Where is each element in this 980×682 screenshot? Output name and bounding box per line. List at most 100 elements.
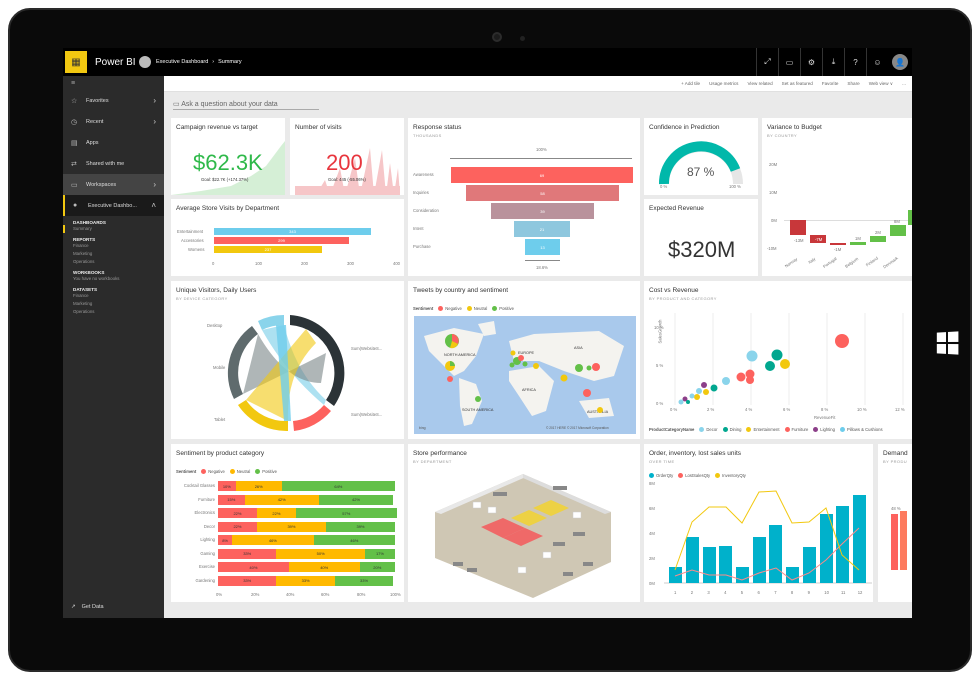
legend-decor[interactable]: Decor — [699, 427, 718, 433]
qa-input[interactable]: ▭ Ask a question about your data — [173, 100, 319, 110]
share-button[interactable]: Share — [847, 81, 860, 86]
usage-metrics-button[interactable]: Usage metrics — [709, 81, 739, 86]
web-view-dropdown[interactable]: Web view ∨ — [868, 80, 894, 86]
tile-confidence[interactable]: Confidence in Prediction 87 % 0 % 100 % — [644, 118, 758, 195]
legend-pillows[interactable]: Pillows & Cushions — [839, 427, 883, 433]
stacked-segment[interactable]: 17% — [364, 548, 395, 559]
stacked-segment[interactable]: 33% — [334, 575, 394, 586]
stacked-segment[interactable]: 50% — [276, 548, 365, 559]
legend-negative[interactable]: Negative — [201, 469, 225, 475]
legend-positive[interactable]: Positive — [255, 469, 277, 475]
funnel-bar[interactable]: 69 — [451, 167, 633, 183]
stacked-segment[interactable]: 8% — [218, 535, 233, 545]
stacked-segment[interactable]: 26% — [235, 481, 282, 491]
legend-orderqty[interactable]: OrderQty — [649, 473, 673, 479]
windows-logo-icon[interactable] — [936, 331, 959, 355]
report-finance[interactable]: Finance — [73, 243, 89, 248]
legend-neutral[interactable]: Neutral — [229, 469, 250, 475]
more-button[interactable]: ... — [902, 81, 906, 86]
settings-icon[interactable]: ⚙ — [800, 48, 822, 76]
breadcrumb-dashboard[interactable]: Executive Dashboard — [156, 59, 209, 65]
stacked-segment[interactable]: 33% — [218, 548, 277, 559]
sidebar-item-recent[interactable]: ◷ Recent › — [63, 111, 164, 132]
expand-icon[interactable]: ⤢ — [756, 48, 778, 76]
tile-expected-revenue[interactable]: Expected Revenue $320M — [644, 199, 758, 276]
legend-dining[interactable]: Dining — [722, 427, 741, 433]
bar[interactable]: 237 — [214, 246, 322, 253]
bar[interactable] — [891, 514, 898, 570]
stacked-segment[interactable]: 33% — [218, 575, 277, 586]
stacked-segment[interactable]: 22% — [256, 508, 296, 518]
view-related-button[interactable]: View related — [747, 81, 773, 86]
tile-avg-store-visits[interactable]: Average Store Visits by Department Enter… — [171, 199, 404, 276]
tile-cost-vs-revenue[interactable]: Cost vs Revenue BY PRODUCT AND CATEGORY … — [644, 281, 912, 439]
feedback-icon[interactable]: ☺ — [866, 48, 888, 76]
tile-number-of-visits[interactable]: Number of visits 200 Goal: 445 (-55.06%) — [290, 118, 404, 195]
funnel-bar[interactable]: 39 — [491, 203, 594, 219]
funnel-bar[interactable]: 58 — [466, 185, 619, 201]
stacked-segment[interactable]: 39% — [325, 521, 395, 532]
download-icon[interactable]: ⤓ — [822, 48, 844, 76]
stacked-segment[interactable]: 33% — [276, 575, 335, 586]
get-data-button[interactable]: ↗ Get Data — [71, 604, 104, 610]
stacked-segment[interactable]: 15% — [218, 494, 245, 505]
user-avatar-icon[interactable]: 👤 — [892, 54, 908, 70]
legend-lighting[interactable]: Lighting — [813, 427, 835, 433]
dataset-finance[interactable]: Finance — [73, 293, 89, 298]
stacked-segment[interactable]: 42% — [318, 494, 394, 505]
tile-response-status[interactable]: Response status THOUSANDS 100% Awareness… — [408, 118, 640, 276]
sidebar-item-favorites[interactable]: ☆ Favorites › — [63, 90, 164, 111]
bar[interactable] — [900, 511, 907, 570]
comment-icon[interactable]: ▭ — [778, 48, 800, 76]
tile-sentiment-by-category[interactable]: Sentiment by product category Sentiment … — [171, 444, 404, 602]
sidebar-item-executive-dashboard[interactable]: ● Executive Dashbo... ˄ — [63, 195, 164, 216]
legend-inventoryqty[interactable]: InventoryQty — [715, 473, 746, 479]
map[interactable]: NORTH AMERICA EUROPE ASIA AFRICA SOUTH A… — [414, 316, 636, 434]
report-operations[interactable]: Operations — [73, 259, 95, 264]
app-launcher-icon[interactable]: ▦ — [65, 51, 87, 73]
sidebar-item-shared[interactable]: ⇄ Shared with me — [63, 153, 164, 174]
report-marketing[interactable]: Marketing — [73, 251, 93, 256]
bar[interactable]: 299 — [214, 237, 349, 244]
stacked-segment[interactable]: 46% — [313, 535, 395, 545]
dashboard-summary[interactable]: Summary — [63, 225, 164, 233]
stacked-segment[interactable]: 64% — [281, 481, 395, 491]
sidebar-item-workspaces[interactable]: ▭ Workspaces › — [63, 174, 164, 195]
stacked-segment[interactable]: 22% — [218, 508, 257, 518]
set-featured-button[interactable]: Set as featured — [781, 81, 813, 86]
legend-positive[interactable]: Positive — [492, 306, 514, 312]
hamburger-icon[interactable]: ≡ — [71, 79, 76, 87]
legend-neutral[interactable]: Neutral — [466, 306, 487, 312]
stacked-segment[interactable]: 40% — [288, 562, 360, 572]
bar[interactable]: 343 — [214, 228, 371, 235]
camera — [492, 32, 502, 42]
dataset-marketing[interactable]: Marketing — [73, 301, 93, 306]
stacked-segment[interactable]: 10% — [218, 481, 236, 491]
add-tile-button[interactable]: + Add tile — [681, 81, 701, 86]
breadcrumb-summary[interactable]: Summary — [218, 59, 242, 65]
funnel-bar[interactable]: 21 — [514, 221, 570, 237]
stacked-segment[interactable]: 22% — [218, 521, 257, 532]
sidebar-item-apps[interactable]: ▤ Apps — [63, 132, 164, 153]
stacked-segment[interactable]: 42% — [244, 494, 319, 505]
stacked-segment[interactable]: 57% — [295, 508, 397, 518]
legend-negative[interactable]: Negative — [438, 306, 462, 312]
tile-unique-visitors[interactable]: Unique Visitors, Daily Users BY DEVICE C… — [171, 281, 404, 439]
help-icon[interactable]: ? — [844, 48, 866, 76]
tile-campaign-revenue[interactable]: Campaign revenue vs target $62.3K Goal: … — [171, 118, 285, 195]
legend-lostsalesqty[interactable]: LostSalesQty — [678, 473, 710, 479]
legend-furniture[interactable]: Furniture — [784, 427, 808, 433]
funnel-bar[interactable]: 13 — [525, 239, 560, 255]
stacked-segment[interactable]: 40% — [218, 562, 289, 572]
dataset-operations[interactable]: Operations — [73, 309, 95, 314]
favorite-button[interactable]: Favorite — [821, 81, 839, 86]
tile-tweets-map[interactable]: Tweets by country and sentiment Sentimen… — [408, 281, 640, 439]
tile-demand[interactable]: Demand BY PRODU 48 % — [878, 444, 912, 602]
tile-variance-budget[interactable]: Variance to Budget BY COUNTRY 20M 10M 0M… — [762, 118, 912, 276]
legend-entertainment[interactable]: Entertainment — [746, 427, 780, 433]
tile-store-performance[interactable]: Store performance BY DEPARTMENT — [408, 444, 640, 602]
stacked-segment[interactable]: 39% — [256, 521, 326, 532]
tile-orders-inventory[interactable]: Order, inventory, lost sales units OVER … — [644, 444, 873, 602]
stacked-segment[interactable]: 46% — [232, 535, 314, 545]
stacked-segment[interactable]: 20% — [359, 562, 395, 572]
